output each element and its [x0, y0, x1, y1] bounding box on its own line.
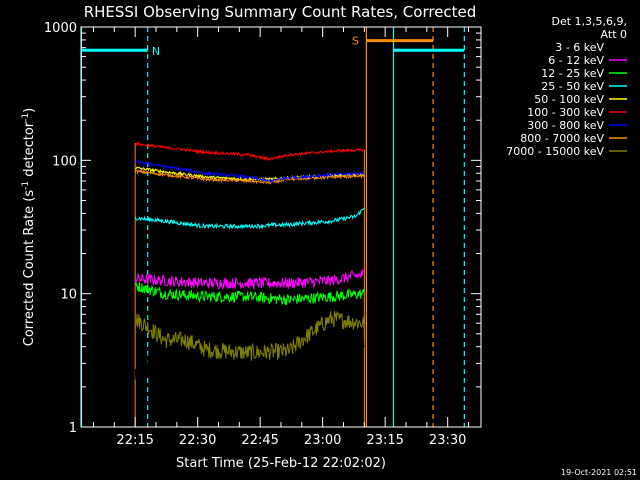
legend-entry-label: 3 - 6 keV [555, 41, 604, 54]
x-tick-label: 23:15 [366, 433, 403, 448]
series-line [134, 310, 365, 361]
saa-annotation: S [352, 35, 359, 48]
x-tick-label: 22:15 [116, 433, 153, 448]
series-line [134, 280, 365, 306]
series-line [135, 141, 364, 162]
series-line [134, 320, 365, 391]
legend-entry-label: 800 - 7000 keV [520, 132, 604, 145]
legend-header-1: Det 1,3,5,6,9, [551, 15, 627, 28]
legend-entry-label: 25 - 50 keV [541, 80, 604, 93]
chart-title: RHESSI Observing Summary Count Rates, Co… [84, 3, 477, 21]
y-tick-label: 100 [52, 154, 77, 169]
series-line [135, 160, 365, 184]
y-tick-label: 1000 [44, 21, 77, 36]
x-tick-label: 22:30 [179, 433, 216, 448]
legend-entry-label: 6 - 12 keV [548, 54, 604, 67]
x-tick-label: 23:30 [429, 433, 466, 448]
legend-entry-label: 50 - 100 keV [534, 93, 604, 106]
x-axis: 22:15 22:30 22:45 23:00 23:15 23:30 [93, 27, 469, 448]
legend-header-2: Att 0 [601, 28, 627, 41]
series-layer [134, 141, 365, 391]
attenuator-flags: NS [80, 27, 465, 427]
y-axis: 1 10 100 1000 [44, 21, 481, 436]
series-line [134, 207, 365, 230]
x-axis-label: Start Time (25-Feb-12 22:02:02) [176, 456, 386, 471]
night-annotation: N [152, 45, 160, 58]
x-tick-label: 23:00 [304, 433, 341, 448]
x-tick-label: 22:45 [241, 433, 278, 448]
y-axis-label: Corrected Count Rate (s-1 detector-1) [21, 108, 37, 346]
y-tick-label: 1 [69, 421, 77, 436]
series-line [134, 169, 365, 185]
y-tick-label: 10 [60, 288, 77, 303]
legend-entry-label: 7000 - 15000 keV [506, 145, 604, 158]
legend-entry-label: 100 - 300 keV [527, 106, 604, 119]
series-line [134, 268, 365, 291]
legend-entry-label: 300 - 800 keV [527, 119, 604, 132]
legend-entry-label: 12 - 25 keV [541, 67, 604, 80]
footer-timestamp: 19-Oct-2021 02:51 [561, 468, 637, 477]
